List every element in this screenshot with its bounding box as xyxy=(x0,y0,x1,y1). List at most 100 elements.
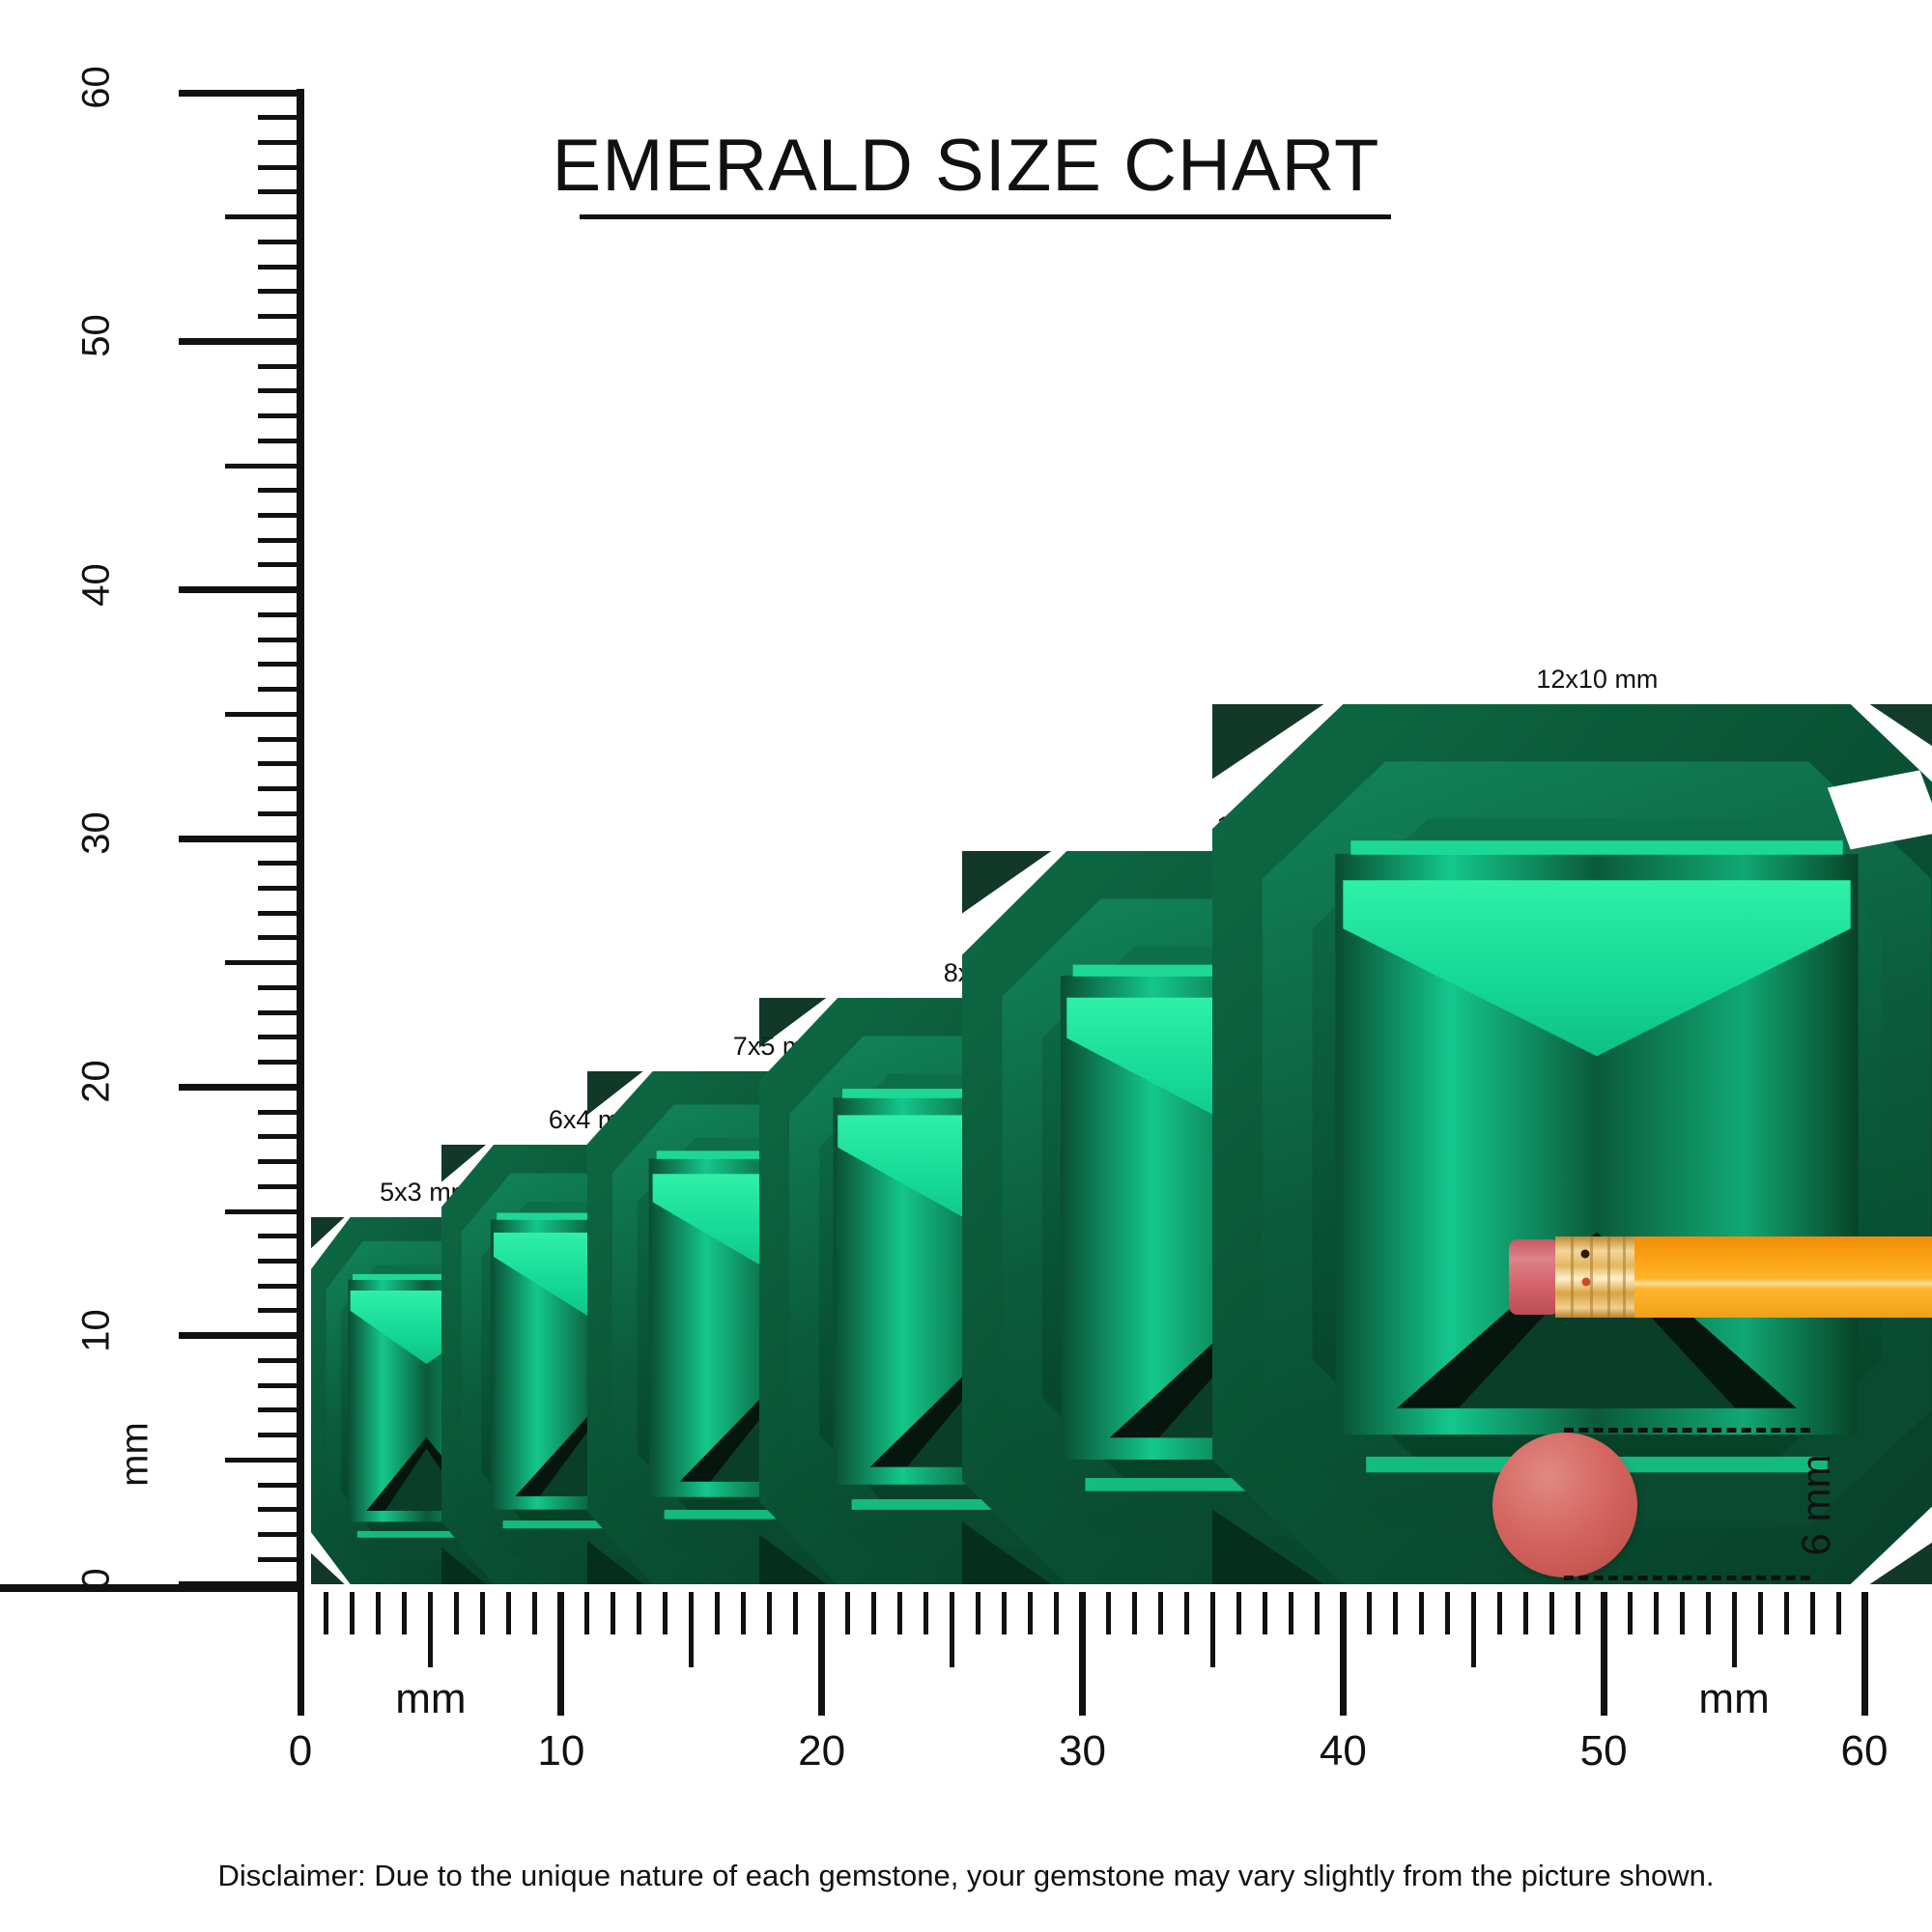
vertical-ruler-tick xyxy=(258,189,304,195)
vertical-ruler-tick xyxy=(258,562,304,568)
horizontal-ruler-tick xyxy=(1757,1592,1763,1634)
horizontal-ruler-tick xyxy=(376,1592,382,1634)
horizontal-ruler-tick xyxy=(1835,1592,1841,1634)
horizontal-ruler-label: 40 xyxy=(1319,1727,1367,1775)
vertical-ruler-tick xyxy=(258,537,304,543)
vertical-ruler-tick xyxy=(225,960,304,966)
vertical-ruler-tick xyxy=(179,1580,304,1588)
horizontal-ruler-tick xyxy=(923,1592,929,1634)
horizontal-ruler-tick xyxy=(845,1592,851,1634)
vertical-ruler-tick xyxy=(225,1208,304,1214)
vertical-ruler-tick xyxy=(258,139,304,145)
vertical-ruler-tick xyxy=(258,1134,304,1140)
eraser-size-label: 6 mm xyxy=(1793,1454,1838,1556)
vertical-ruler-tick xyxy=(258,1532,304,1538)
page-title: EMERALD SIZE CHART xyxy=(552,125,1380,207)
horizontal-ruler-label: 0 xyxy=(288,1727,313,1775)
horizontal-ruler-tick xyxy=(1679,1592,1685,1634)
horizontal-ruler-tick xyxy=(1418,1592,1424,1634)
horizontal-ruler-label: 20 xyxy=(798,1727,846,1775)
horizontal-ruler-tick xyxy=(1314,1592,1320,1634)
gem-highlight-line xyxy=(352,1274,500,1281)
vertical-ruler-tick xyxy=(258,761,304,767)
horizontal-ruler-tick xyxy=(1705,1592,1711,1634)
horizontal-ruler-tick xyxy=(1575,1592,1580,1634)
horizontal-ruler-tick xyxy=(454,1592,460,1634)
vertical-ruler-tick xyxy=(258,736,304,742)
vertical-ruler-tick xyxy=(258,885,304,891)
vertical-ruler-tick xyxy=(258,662,304,668)
horizontal-ruler: 0 10 20 30 40 50 60 mm mm xyxy=(0,1592,1932,1814)
horizontal-ruler-tick xyxy=(1288,1592,1293,1634)
horizontal-ruler-tick xyxy=(1809,1592,1815,1634)
gem-corner-bl xyxy=(586,1540,643,1584)
vertical-ruler-tick xyxy=(258,239,304,244)
horizontal-ruler-tick xyxy=(611,1592,616,1634)
gem-corner-bl xyxy=(310,1553,345,1585)
horizontal-ruler-label: 60 xyxy=(1840,1727,1889,1775)
pencil-illustration xyxy=(1507,1215,1932,1337)
vertical-ruler-tick xyxy=(258,512,304,518)
horizontal-ruler-tick xyxy=(767,1592,773,1634)
gem-corner-tl xyxy=(586,1070,643,1115)
horizontal-ruler-tick xyxy=(506,1592,512,1634)
vertical-ruler-tick xyxy=(258,1507,304,1513)
gem-corner-tl xyxy=(310,1217,345,1249)
eraser-callout-bottom-line xyxy=(1564,1576,1810,1580)
horizontal-ruler-label: 30 xyxy=(1059,1727,1106,1775)
vertical-ruler-tick xyxy=(179,89,304,97)
gem-sparkle-highlight xyxy=(1828,770,1932,850)
vertical-ruler-tick xyxy=(258,1556,304,1562)
horizontal-ruler-tick xyxy=(1548,1592,1554,1634)
vertical-ruler-tick xyxy=(258,1258,304,1264)
vertical-ruler-tick xyxy=(258,910,304,916)
vertical-ruler-tick xyxy=(179,1332,304,1340)
gem-corner-tl xyxy=(1212,704,1324,780)
horizontal-ruler-tick xyxy=(584,1592,590,1634)
horizontal-ruler-tick xyxy=(428,1592,434,1667)
horizontal-ruler-tick xyxy=(350,1592,355,1634)
vertical-ruler-tick xyxy=(225,214,304,220)
gem-table-reflection xyxy=(1343,880,1852,1057)
gem-lower-highlight xyxy=(502,1520,688,1528)
disclaimer-text: Disclaimer: Due to the unique nature of … xyxy=(217,1859,1715,1892)
horizontal-ruler-tick xyxy=(1783,1592,1789,1634)
horizontal-ruler-label: 10 xyxy=(537,1727,585,1775)
vertical-ruler-tick xyxy=(258,388,304,394)
vertical-ruler-tick xyxy=(258,687,304,693)
horizontal-ruler-tick xyxy=(1105,1592,1111,1634)
vertical-ruler-tick xyxy=(258,164,304,170)
horizontal-ruler-unit-label: mm xyxy=(1698,1675,1770,1722)
vertical-ruler-tick xyxy=(258,1482,304,1488)
horizontal-ruler-tick xyxy=(1861,1592,1868,1716)
gemstone-12x10-mm[interactable]: 12x10 mm xyxy=(1212,665,1932,1585)
gem-corner-bl xyxy=(962,1521,1052,1584)
horizontal-ruler-tick xyxy=(1209,1592,1215,1667)
horizontal-ruler-tick xyxy=(976,1592,981,1634)
horizontal-ruler-tick xyxy=(1183,1592,1189,1634)
horizontal-ruler-tick xyxy=(1366,1592,1372,1634)
title-underline xyxy=(580,214,1391,219)
gem-corner-tl xyxy=(440,1144,486,1182)
pencil-svg xyxy=(1509,1236,1932,1318)
horizontal-ruler-baseline xyxy=(0,1584,304,1592)
vertical-ruler-tick xyxy=(258,810,304,816)
horizontal-ruler-tick xyxy=(741,1592,747,1634)
vertical-ruler-tick xyxy=(258,314,304,320)
gem-highlight-line xyxy=(1350,840,1844,855)
vertical-ruler-tick xyxy=(258,289,304,295)
horizontal-ruler-tick xyxy=(818,1592,826,1716)
vertical-ruler-tick xyxy=(258,984,304,990)
vertical-ruler-tick xyxy=(258,1009,304,1015)
horizontal-ruler-tick xyxy=(1157,1592,1163,1634)
horizontal-ruler-tick xyxy=(1522,1592,1528,1634)
vertical-ruler-tick xyxy=(258,1283,304,1289)
vertical-ruler-tick xyxy=(258,115,304,121)
vertical-ruler-tick xyxy=(258,1183,304,1189)
horizontal-ruler-tick xyxy=(1236,1592,1241,1634)
horizontal-ruler-tick xyxy=(663,1592,668,1634)
horizontal-ruler-unit-label: mm xyxy=(395,1675,467,1722)
horizontal-ruler-tick xyxy=(1054,1592,1060,1634)
vertical-ruler-tick xyxy=(225,463,304,469)
